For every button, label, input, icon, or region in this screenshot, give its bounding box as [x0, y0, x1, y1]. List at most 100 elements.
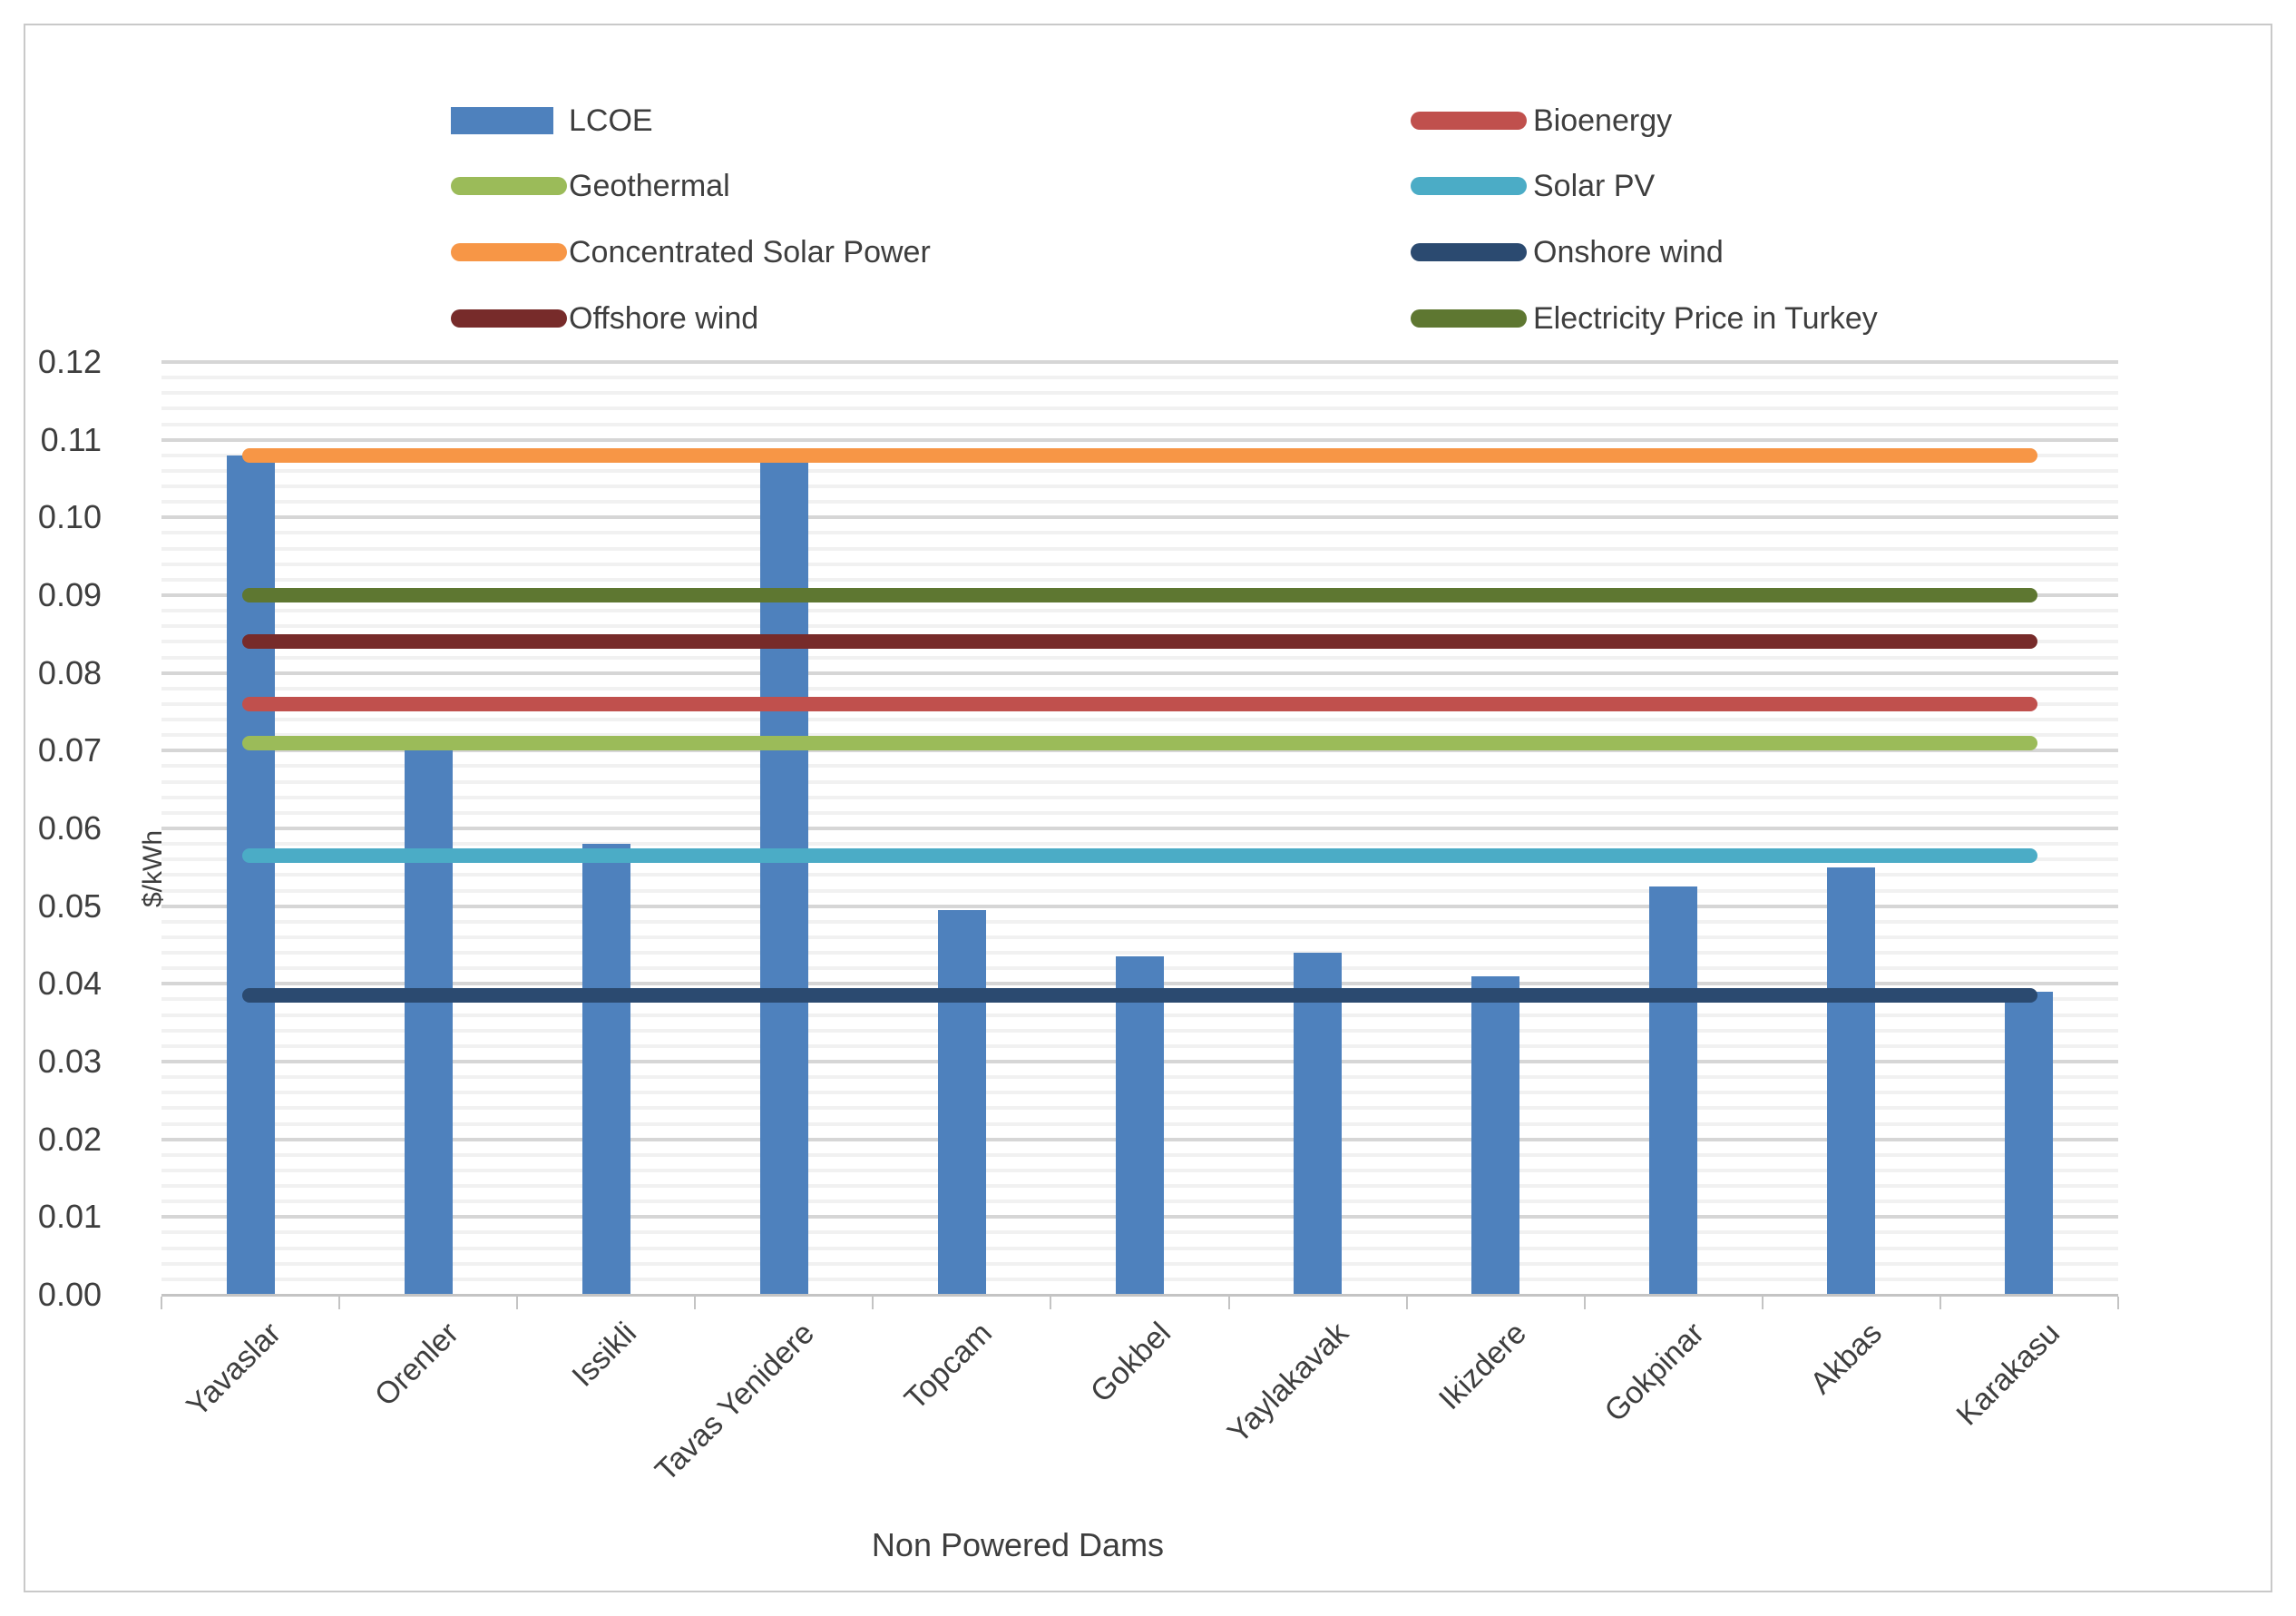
- minor-gridline: [161, 562, 2118, 566]
- legend-item-electricity-price-in-turkey: Electricity Price in Turkey: [1411, 299, 2096, 338]
- x-axis-tick: [694, 1297, 697, 1309]
- x-axis-tick: [161, 1297, 162, 1309]
- y-tick-label: 0.05: [37, 886, 102, 925]
- y-tick-label: 0.02: [37, 1120, 102, 1158]
- x-axis-tick: [872, 1297, 874, 1309]
- legend-label: Electricity Price in Turkey: [1533, 301, 1878, 336]
- x-axis-tick: [2117, 1297, 2119, 1309]
- line-swatch-bioenergy: [1411, 112, 1527, 130]
- legend-item-concentrated-solar-power: Concentrated Solar Power: [451, 232, 1131, 272]
- y-tick-label: 0.08: [37, 653, 102, 691]
- line-solar-pv: [242, 847, 2037, 863]
- legend-item-lcoe: LCOE: [451, 101, 1131, 141]
- minor-gridline: [161, 546, 2118, 551]
- legend-label: Solar PV: [1533, 169, 1656, 203]
- minor-gridline: [161, 531, 2118, 535]
- minor-gridline: [161, 500, 2118, 504]
- legend-item-bioenergy: Bioenergy: [1411, 101, 2096, 141]
- y-tick-label: 0.07: [37, 731, 102, 769]
- minor-gridline: [161, 733, 2118, 738]
- minor-gridline: [161, 485, 2118, 489]
- minor-gridline: [161, 935, 2118, 939]
- minor-gridline: [161, 655, 2118, 660]
- bar-orenler: [404, 750, 453, 1295]
- line-swatch-onshore-wind: [1411, 243, 1527, 261]
- minor-gridline: [161, 391, 2118, 396]
- bar-gokbel: [1116, 956, 1164, 1295]
- minor-gridline: [161, 376, 2118, 380]
- legend-label: Offshore wind: [569, 301, 759, 336]
- x-axis-tick: [1939, 1297, 1941, 1309]
- minor-gridline: [161, 842, 2118, 847]
- x-axis-title: Non Powered Dams: [871, 1526, 1165, 1563]
- y-tick-label: 0.11: [40, 420, 102, 458]
- legend-item-offshore-wind: Offshore wind: [451, 299, 1131, 338]
- minor-gridline: [161, 577, 2118, 582]
- legend-label: Bioenergy: [1533, 103, 1673, 138]
- minor-gridline: [161, 609, 2118, 613]
- minor-gridline: [161, 951, 2118, 955]
- major-gridline: [161, 360, 2118, 364]
- major-gridline: [161, 904, 2118, 908]
- minor-gridline: [161, 779, 2118, 784]
- minor-gridline: [161, 873, 2118, 877]
- minor-gridline: [161, 764, 2118, 769]
- legend-label: Geothermal: [569, 169, 730, 203]
- x-axis-tick: [1761, 1297, 1764, 1309]
- line-onshore-wind: [242, 988, 2037, 1004]
- x-axis-tick: [338, 1297, 341, 1309]
- bar-swatch-lcoe: [451, 107, 553, 134]
- legend-label: Concentrated Solar Power: [569, 235, 931, 269]
- line-electricity-price-in-turkey: [242, 588, 2037, 602]
- legend-label: LCOE: [569, 103, 653, 138]
- legend-label: Onshore wind: [1533, 235, 1724, 269]
- minor-gridline: [161, 686, 2118, 690]
- line-swatch-offshore-wind: [451, 309, 567, 328]
- bar-gokpinar: [1649, 886, 1698, 1295]
- chart-frame: [24, 24, 2272, 1592]
- bar-ikizdere: [1471, 975, 1520, 1295]
- major-gridline: [161, 749, 2118, 753]
- minor-gridline: [161, 718, 2118, 722]
- minor-gridline: [161, 406, 2118, 411]
- x-axis-tick: [1405, 1297, 1408, 1309]
- y-tick-label: 0.03: [37, 1043, 102, 1080]
- minor-gridline: [161, 422, 2118, 426]
- legend-item-solar-pv: Solar PV: [1411, 166, 2096, 206]
- minor-gridline: [161, 810, 2118, 815]
- y-tick-label: 0.04: [37, 965, 102, 1003]
- line-swatch-electricity-price-in-turkey: [1411, 309, 1527, 328]
- x-axis-tick: [516, 1297, 519, 1309]
- bar-issikli: [581, 844, 630, 1295]
- minor-gridline: [161, 468, 2118, 473]
- major-gridline: [161, 515, 2118, 520]
- y-tick-label: 0.06: [37, 809, 102, 847]
- y-tick-label: 0.12: [37, 343, 102, 380]
- major-gridline: [161, 437, 2118, 442]
- minor-gridline: [161, 795, 2118, 799]
- legend-item-onshore-wind: Onshore wind: [1411, 232, 2096, 272]
- x-axis-tick: [1050, 1297, 1052, 1309]
- line-swatch-geothermal: [451, 177, 567, 195]
- y-axis-title: $/kWh: [138, 829, 168, 907]
- line-swatch-concentrated-solar-power: [451, 243, 567, 261]
- line-concentrated-solar-power: [242, 447, 2037, 463]
- major-gridline: [161, 671, 2118, 675]
- y-tick-label: 0.01: [37, 1198, 102, 1236]
- x-axis-tick: [1583, 1297, 1586, 1309]
- x-axis-line: [161, 1294, 2118, 1297]
- line-swatch-solar-pv: [1411, 177, 1527, 195]
- bar-topcam: [937, 909, 986, 1295]
- x-axis-tick: [1227, 1297, 1230, 1309]
- major-gridline: [161, 827, 2118, 830]
- line-bioenergy: [242, 696, 2037, 711]
- y-tick-label: 0.09: [37, 576, 102, 613]
- minor-gridline: [161, 888, 2118, 893]
- legend-item-geothermal: Geothermal: [451, 166, 1131, 206]
- line-offshore-wind: [242, 634, 2037, 650]
- bar-akbas: [1827, 867, 1876, 1295]
